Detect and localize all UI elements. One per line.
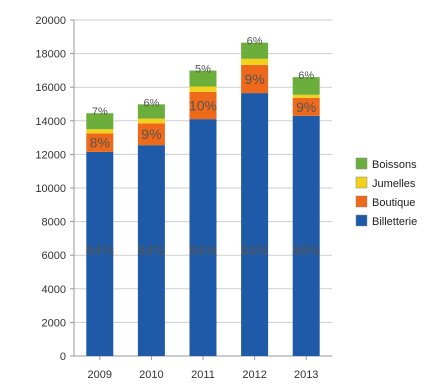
y-tick-label: 10000 — [35, 183, 66, 195]
bar-segment-boutique — [137, 123, 165, 146]
bar-segment-boissons — [86, 113, 114, 130]
y-tick-label: 16000 — [35, 82, 66, 94]
legend-swatch-billetterie — [355, 214, 368, 227]
legend-label-boissons: Boissons — [372, 159, 417, 171]
y-tick-labels: 0 2000 4000 6000 8000 10000 12000 14000 16000 180… — [35, 15, 66, 363]
bar-segment-boissons — [137, 104, 165, 119]
y-tick-label: 6000 — [42, 250, 66, 262]
bar-segment-jumelles — [137, 118, 165, 124]
data-label: 6% — [298, 70, 314, 82]
y-tick-label: 0 — [60, 351, 66, 363]
legend-label-boutique: Boutique — [372, 197, 415, 209]
data-label: 9% — [296, 99, 316, 115]
x-tick-label: 2013 — [294, 369, 318, 381]
data-label: 6% — [247, 36, 263, 48]
y-tick-label: 4000 — [42, 284, 66, 296]
bar-segment-boissons — [292, 77, 320, 95]
data-label: 9% — [244, 71, 264, 87]
x-tick-label: 2010 — [139, 369, 163, 381]
data-label: 8% — [90, 135, 110, 151]
data-label: 84% — [137, 242, 165, 258]
legend-swatch-boissons — [355, 157, 368, 170]
legend: Boissons Jumelles Boutique Billetterie — [355, 157, 417, 228]
data-label: 84% — [241, 242, 269, 258]
segment-labels: 84% 8% 7% 84% 9% 6% 84% 10% 5% 84% 9% 6% 86% 9% 6% — [86, 36, 320, 258]
data-label: 84% — [189, 242, 217, 258]
bar-segment-billetterie — [292, 115, 320, 356]
bar-segment-billetterie — [241, 93, 269, 356]
axes — [70, 19, 332, 360]
bar-segment-boutique — [292, 97, 320, 116]
data-label: 5% — [195, 64, 211, 76]
legend-label-jumelles: Jumelles — [372, 178, 416, 190]
y-tick-label: 12000 — [35, 149, 66, 161]
data-label: 10% — [189, 98, 217, 114]
bar-segment-boutique — [86, 133, 114, 152]
bar-segment-boutique — [189, 91, 217, 120]
data-label: 9% — [141, 126, 161, 142]
bar-segment-jumelles — [189, 86, 217, 92]
x-tick-label: 2011 — [191, 369, 215, 381]
y-tick-label: 14000 — [35, 116, 66, 128]
bars — [86, 42, 320, 357]
bar-segment-jumelles — [241, 58, 269, 65]
bar-segment-boissons — [241, 42, 269, 59]
bar-segment-jumelles — [292, 94, 320, 98]
bar-segment-billetterie — [189, 119, 217, 357]
legend-label-billetterie: Billetterie — [372, 216, 417, 228]
bar-segment-jumelles — [86, 129, 114, 134]
data-label: 7% — [92, 106, 108, 118]
y-tick-label: 2000 — [42, 317, 66, 329]
bar-segment-boissons — [189, 70, 217, 87]
x-tick-labels: 2009 2010 2011 2012 2013 — [88, 369, 319, 381]
y-tick-label: 8000 — [42, 217, 66, 229]
legend-swatch-jumelles — [355, 176, 368, 189]
data-label: 6% — [143, 97, 159, 109]
data-label: 86% — [292, 242, 320, 258]
bar-segment-boutique — [241, 64, 269, 94]
bar-segment-billetterie — [137, 145, 165, 356]
data-label: 84% — [86, 242, 114, 258]
x-tick-label: 2012 — [242, 369, 266, 381]
y-tick-label: 18000 — [35, 49, 66, 61]
y-tick-label: 20000 — [35, 15, 66, 27]
x-tick-label: 2009 — [88, 369, 112, 381]
legend-swatch-boutique — [355, 195, 368, 208]
bar-segment-billetterie — [86, 151, 114, 356]
